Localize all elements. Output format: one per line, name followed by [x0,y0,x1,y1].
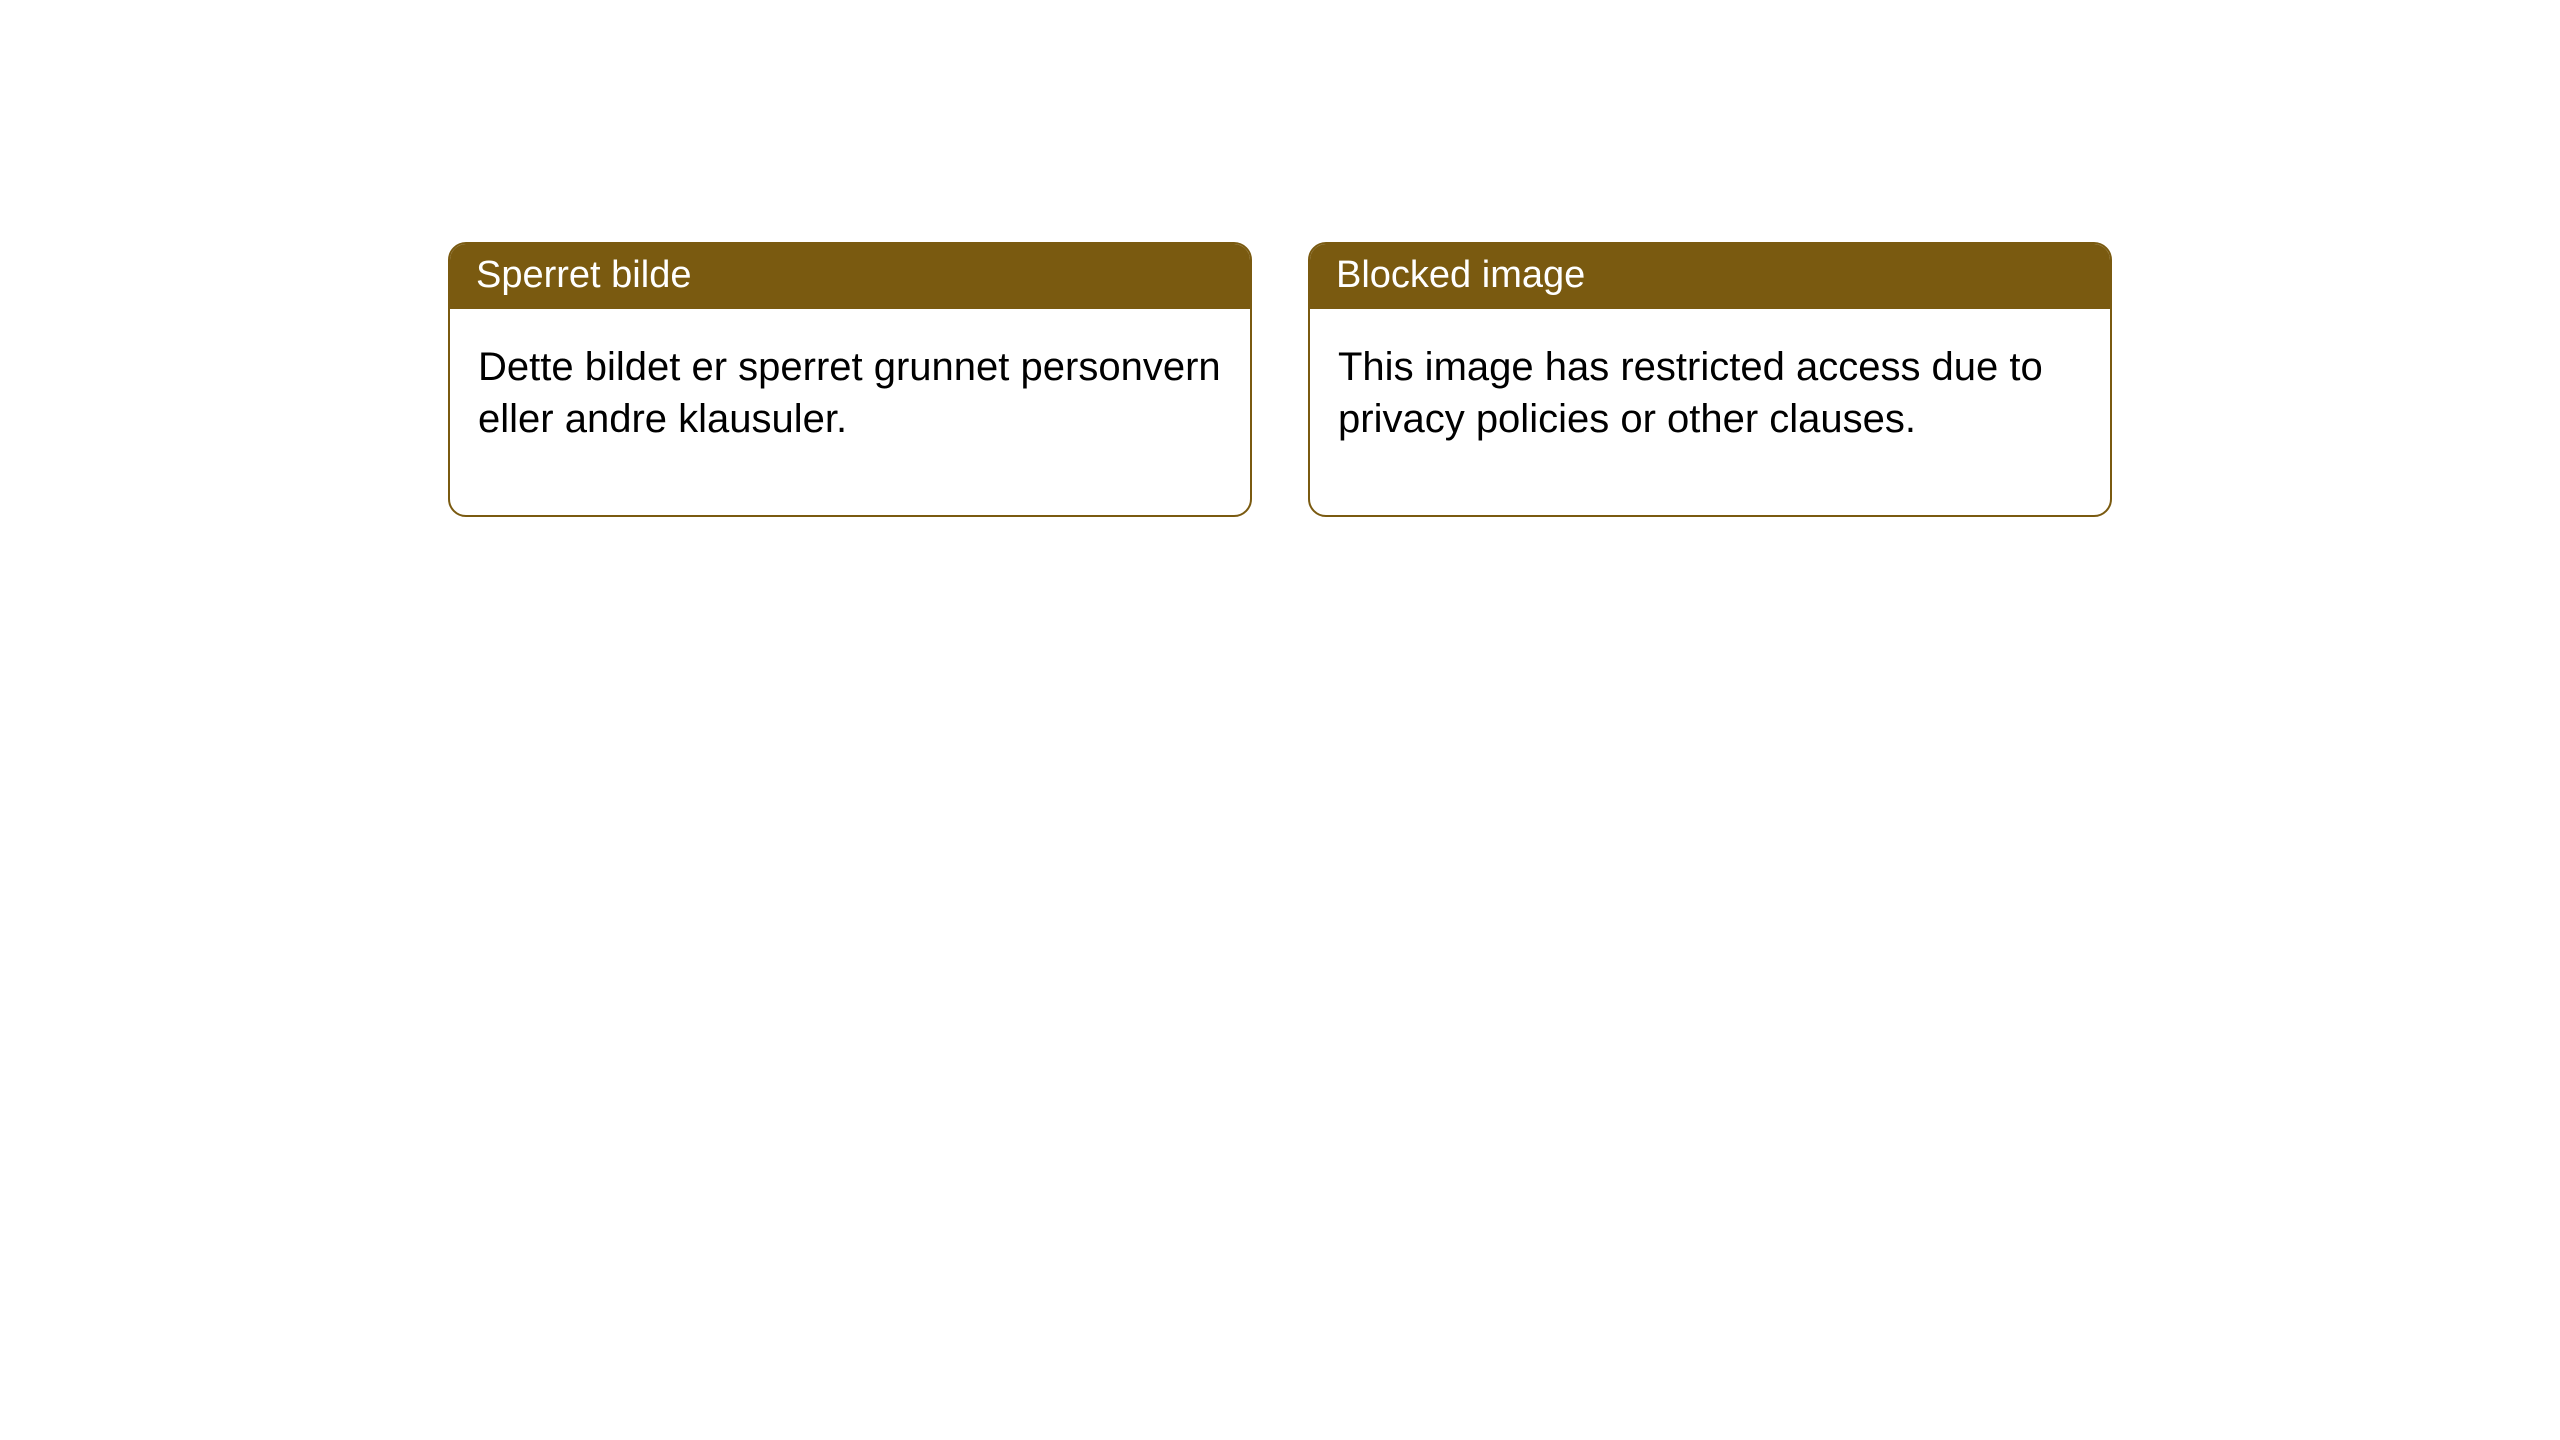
notice-card-english: Blocked image This image has restricted … [1308,242,2112,517]
notice-title: Sperret bilde [476,254,691,296]
notice-text: This image has restricted access due to … [1338,345,2043,441]
notice-container: Sperret bilde Dette bildet er sperret gr… [448,242,2112,517]
notice-card-norwegian: Sperret bilde Dette bildet er sperret gr… [448,242,1252,517]
notice-text: Dette bildet er sperret grunnet personve… [478,345,1221,441]
notice-body: This image has restricted access due to … [1310,309,2110,515]
notice-header: Sperret bilde [450,244,1250,309]
notice-body: Dette bildet er sperret grunnet personve… [450,309,1250,515]
notice-header: Blocked image [1310,244,2110,309]
notice-title: Blocked image [1336,254,1585,296]
